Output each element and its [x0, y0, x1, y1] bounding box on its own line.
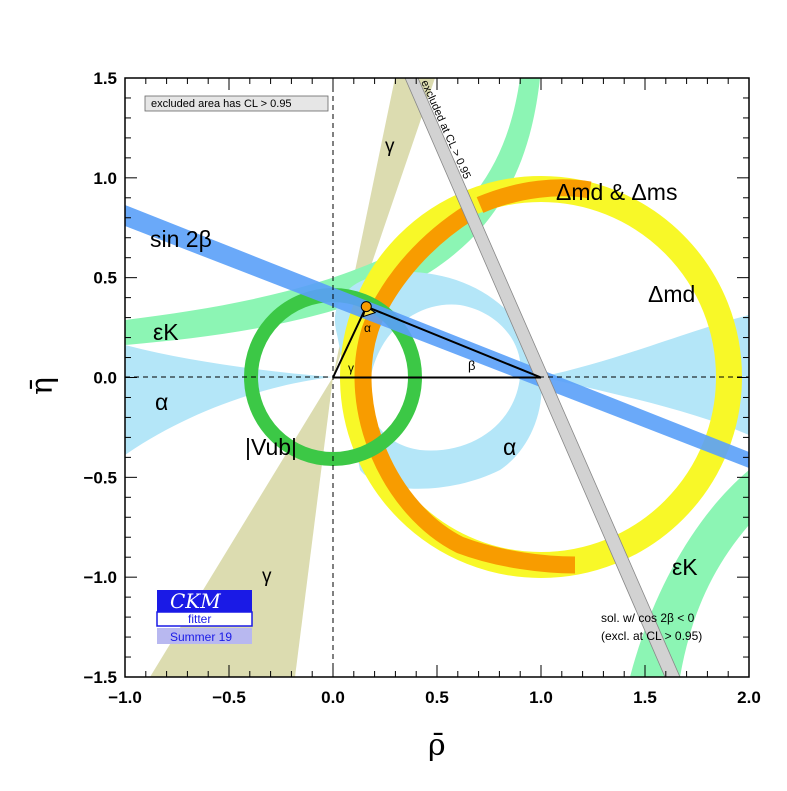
x-tick-label: 1.5 [633, 688, 657, 707]
label-dmd-dms: Δmd & Δms [556, 179, 677, 205]
triangle-lines [332, 305, 542, 379]
label-dmd: Δmd [648, 281, 695, 307]
label-epsk-left: εK [153, 319, 179, 345]
label-tri-gamma: γ [348, 361, 354, 375]
constraint-labels: sin 2β εK εK α α γ γ |Vub| Δmd Δmd & Δms… [150, 136, 698, 587]
x-tick-label: −0.5 [212, 688, 246, 707]
epsk-band-lower [630, 470, 749, 677]
sol-note-1: sol. w/ cos 2β < 0 [601, 611, 695, 625]
label-tri-beta: β [468, 358, 475, 373]
x-tick-label: −1.0 [108, 688, 142, 707]
unitarity-triangle [332, 301, 542, 379]
sol-note-2: (excl. at CL > 0.95) [601, 629, 702, 643]
y-tick-label: 0.5 [93, 269, 117, 288]
label-vub: |Vub| [245, 434, 297, 460]
y-tick-label: 0.0 [93, 369, 117, 388]
label-gamma-top: γ [385, 136, 395, 157]
alpha-region-left [125, 345, 333, 455]
alpha-region-right [541, 315, 749, 435]
x-tick-label: 0.5 [425, 688, 449, 707]
label-epsk-right: εK [672, 554, 698, 580]
excluded-box-text: excluded area has CL > 0.95 [151, 98, 292, 110]
label-gamma-bottom: γ [262, 566, 272, 587]
logo-ckm-text: CKM [170, 589, 221, 613]
y-tick-label: 1.0 [93, 169, 117, 188]
tick-marks [124, 77, 750, 678]
sin2beta-band [125, 205, 749, 468]
x-tick-label: 2.0 [737, 688, 761, 707]
y-tick-label: −1.5 [83, 668, 117, 687]
y-tick-label: −0.5 [83, 468, 117, 487]
apex-marker [360, 301, 372, 313]
y-axis-label: η̄ [25, 377, 60, 395]
label-tri-alpha: α [364, 321, 371, 335]
y-tick-label: 1.5 [93, 69, 117, 88]
x-tick-label: 0.0 [321, 688, 345, 707]
logo-fitter-text: fitter [188, 612, 211, 626]
x-tick-label: 1.0 [529, 688, 553, 707]
label-alpha-right: α [503, 434, 516, 460]
logo-season-text: Summer 19 [170, 630, 232, 644]
tick-labels: −1.0 −0.5 0.0 0.5 1.0 1.5 2.0−1.5−1.0−0.50.00.… [83, 69, 760, 707]
label-alpha-left: α [155, 389, 168, 415]
label-sin2beta: sin 2β [150, 226, 212, 252]
x-axis-label: ρ̄ [428, 728, 446, 763]
excluded-box [144, 95, 329, 112]
y-tick-label: −1.0 [83, 568, 117, 587]
ckmfitter-logo: CKM fitter Summer 19 [156, 589, 253, 644]
